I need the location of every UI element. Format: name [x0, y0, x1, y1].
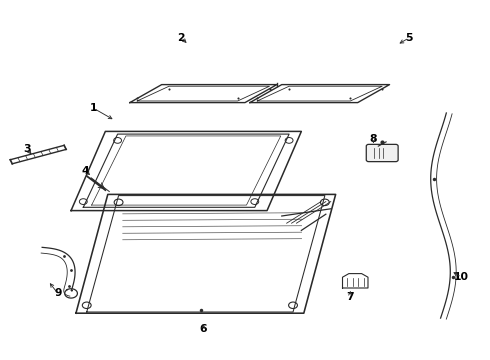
Text: 9: 9	[54, 288, 62, 298]
Text: 1: 1	[89, 103, 97, 113]
Text: 6: 6	[199, 324, 207, 334]
Text: 8: 8	[369, 134, 377, 144]
Text: 5: 5	[405, 33, 413, 43]
Text: 7: 7	[346, 292, 354, 302]
Text: 2: 2	[177, 33, 185, 43]
Text: 10: 10	[454, 272, 469, 282]
FancyBboxPatch shape	[367, 144, 398, 162]
Text: 4: 4	[82, 166, 90, 176]
Text: 3: 3	[24, 144, 31, 154]
